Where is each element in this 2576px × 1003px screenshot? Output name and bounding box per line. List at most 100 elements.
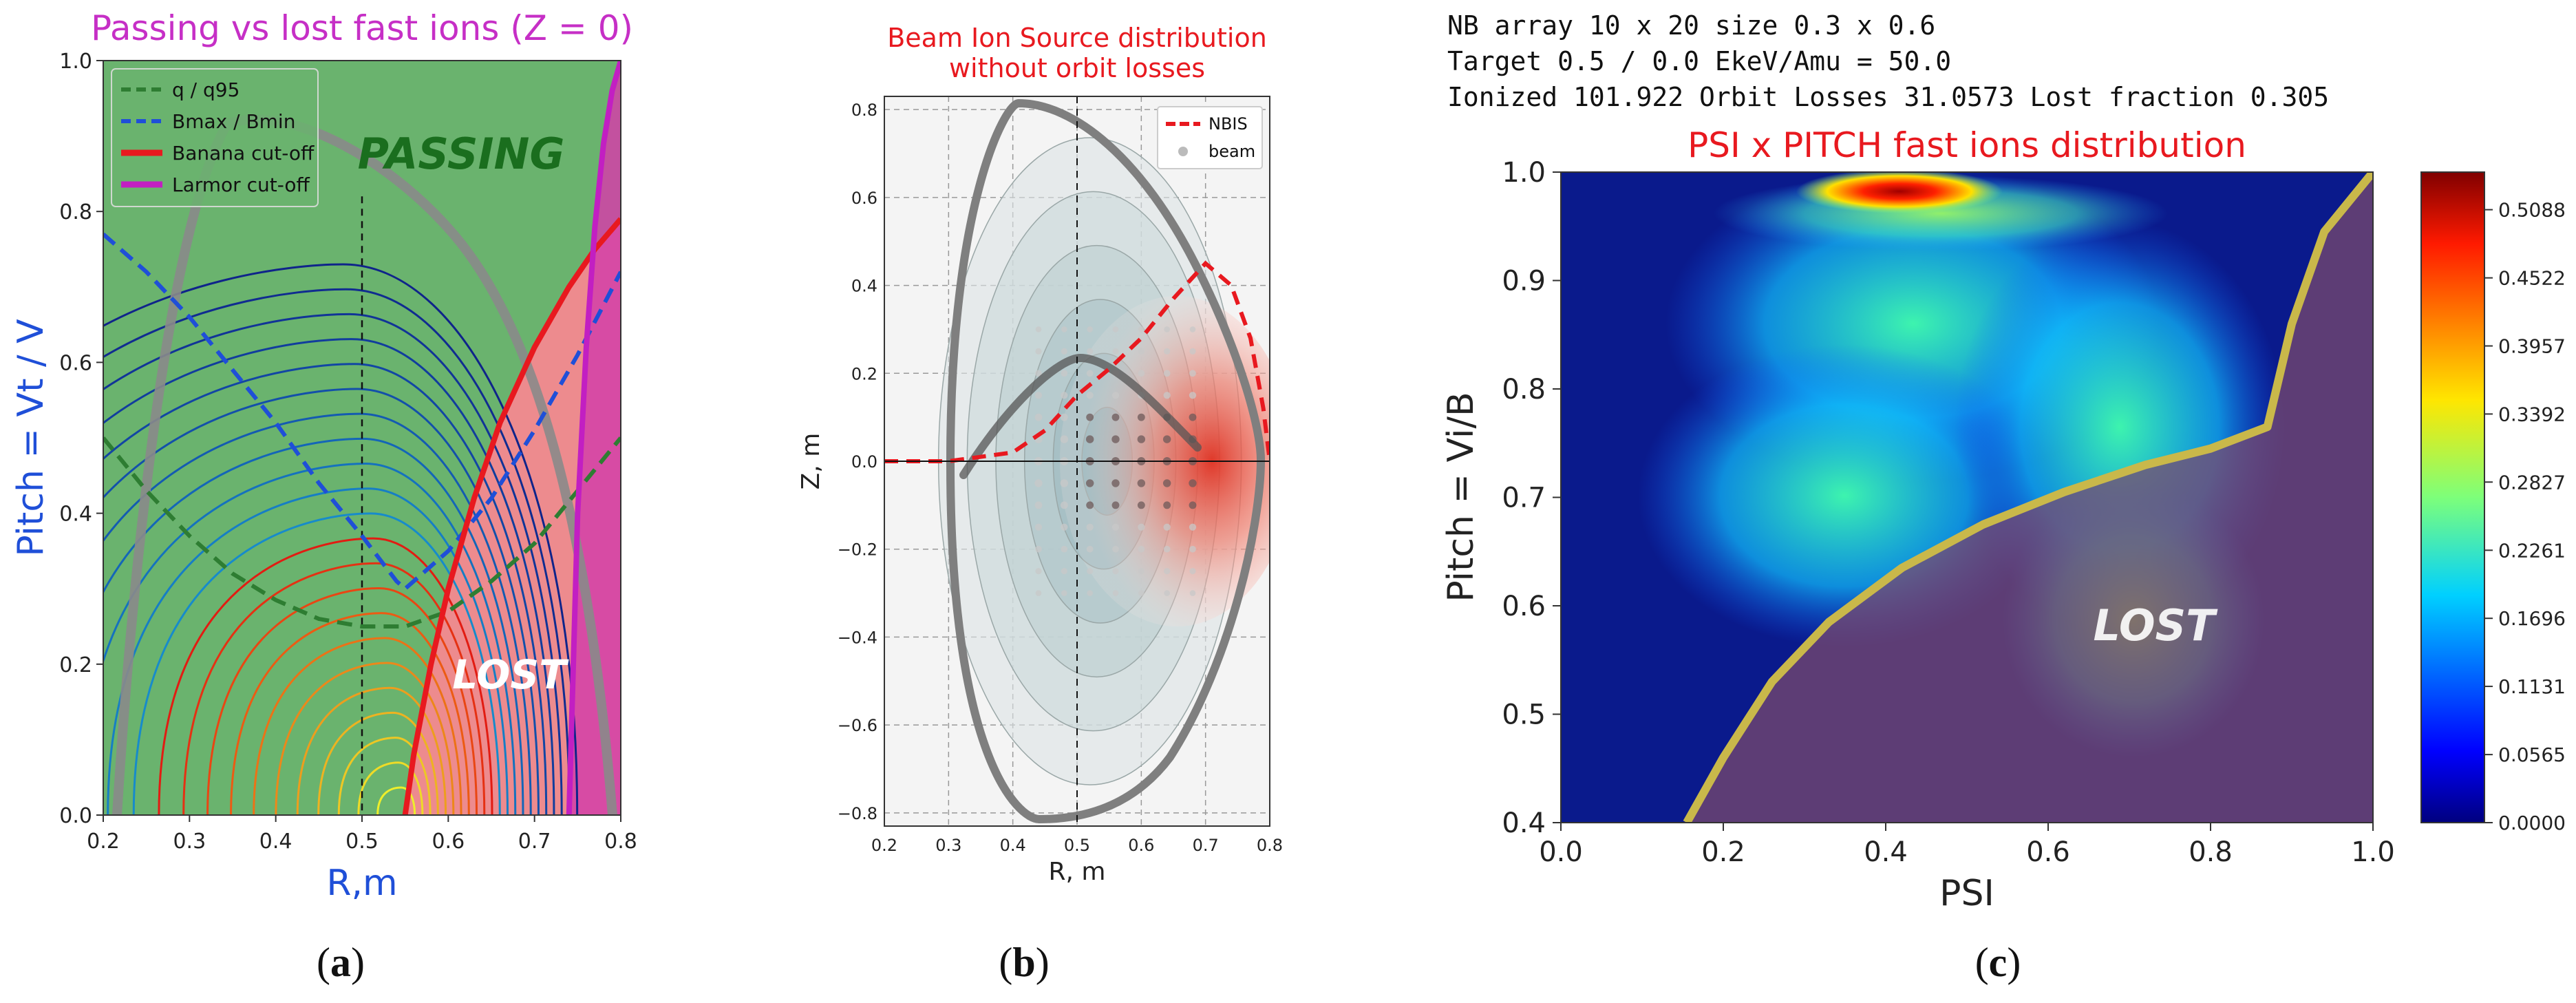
beam-point: [1035, 326, 1042, 332]
beam-point: [1137, 413, 1145, 421]
beam-point: [1061, 370, 1068, 377]
series-line-0: [103, 436, 621, 629]
beam-point: [1086, 392, 1094, 399]
y-tick-label: 0.8: [851, 101, 877, 120]
panel-label-c: (c): [1975, 940, 2021, 985]
y-tick-label: −0.6: [838, 716, 877, 735]
y-tick-label: 0.5: [1502, 699, 1546, 731]
beam-point: [1189, 523, 1197, 531]
panel-c-ticks: 0.0 0.2 0.4 0.6 0.8 1.0 0.4 0.5 0.6 0.7 0.8 0.9 1.0: [1502, 157, 2394, 868]
orbit-contour: [103, 313, 563, 815]
panel-label-b: (b): [999, 940, 1049, 985]
y-tick-label: 0.8: [59, 200, 92, 224]
beam-point: [1138, 326, 1145, 332]
orbit-contour: [103, 263, 579, 815]
panel-c-ylabel: Pitch = Vi/B: [1440, 392, 1482, 602]
beam-point: [1060, 501, 1068, 509]
beam-point: [1163, 392, 1171, 399]
y-tick-label: 0.4: [851, 277, 877, 296]
colorbar-ticks: 0.0000 0.0565 0.1131 0.1696 0.2261 0.2827 0.33…: [2484, 199, 2566, 834]
beam-point: [1086, 370, 1094, 377]
beam-point: [1138, 545, 1145, 553]
beam-point: [1112, 348, 1119, 355]
beam-point: [1164, 590, 1170, 596]
colorbar-tick-label: 0.2261: [2498, 539, 2566, 562]
beam-point: [1087, 348, 1094, 355]
orbit-contour: [132, 512, 501, 815]
x-tick-label: 0.2: [87, 830, 120, 854]
beam-point: [1061, 545, 1068, 553]
beam-point: [1163, 501, 1171, 509]
beam-point: [1189, 545, 1196, 553]
beam-point: [1034, 413, 1043, 421]
beam-point: [1189, 392, 1197, 399]
y-tick-label: −0.8: [838, 804, 877, 823]
x-tick-label: 1.0: [2351, 836, 2395, 868]
heat-peak: [1796, 172, 2003, 213]
y-tick-label: −0.4: [838, 628, 877, 647]
panel-c-title: PSI x PITCH fast ions distribution: [1688, 125, 2246, 165]
y-tick-label: −0.2: [838, 540, 877, 560]
legend-entry: NBIS: [1209, 114, 1248, 134]
beam-point: [1034, 479, 1043, 487]
x-tick-label: 0.7: [1193, 836, 1219, 855]
panel-b-series: [884, 96, 1270, 826]
beam-point: [1111, 501, 1120, 509]
panel-b-frame: [884, 96, 1270, 827]
beam-point: [1034, 392, 1043, 399]
beam-point: [1138, 523, 1145, 531]
legend-swatch: [1178, 147, 1188, 156]
panel-b-xlabel: R, m: [1049, 858, 1106, 886]
panel-c-chart: NB array 10 x 20 size 0.3 x 0.6 Target 0…: [1440, 10, 2566, 914]
region-label-lost-c: LOST: [2094, 600, 2219, 651]
colorbar-tick-label: 0.0565: [2498, 743, 2566, 766]
x-tick-label: 0.7: [518, 830, 551, 854]
beam-point: [1112, 326, 1119, 332]
beam-point: [1189, 413, 1197, 421]
orbit-contour: [158, 537, 493, 815]
beam-point: [1060, 479, 1069, 487]
y-tick-label: 0.8: [1502, 374, 1546, 405]
beam-point: [1138, 590, 1145, 596]
y-tick-label: 1.0: [59, 50, 92, 74]
beam-point: [1138, 568, 1145, 575]
beam-point: [1111, 435, 1120, 443]
orbit-contour: [253, 637, 462, 815]
series-line-3: [566, 61, 621, 815]
panel-a-chart: 0.2 0.3 0.4 0.5 0.6 0.7 0.80.00.20.40.60.81.0 …: [10, 8, 637, 904]
legend-box: [111, 68, 319, 207]
region-label-passing: PASSING: [358, 129, 565, 179]
beam-point: [1034, 523, 1043, 531]
panel-a-ticks: 0.2 0.3 0.4 0.5 0.6 0.7 0.80.00.20.40.60.81.0: [59, 50, 637, 854]
beam-point: [1061, 326, 1067, 332]
colorbar-tick-label: 0.3392: [2498, 403, 2566, 425]
beam-point: [1162, 435, 1171, 443]
orbit-contour: [376, 786, 416, 815]
orbit-contour: [182, 562, 486, 815]
beam-point: [1111, 479, 1120, 487]
colorbar-tick-label: 0.0000: [2498, 812, 2566, 834]
colorbar-tick-label: 0.5088: [2498, 199, 2566, 222]
orbit-contour: [275, 662, 455, 815]
panel-label-a: (a): [317, 940, 365, 985]
beam-point: [1164, 326, 1170, 332]
orbit-contour: [296, 686, 447, 815]
x-tick-label: 0.3: [935, 836, 961, 855]
x-tick-label: 0.3: [173, 830, 206, 854]
orbit-contour: [103, 412, 532, 815]
lost-region-fill: [405, 219, 621, 815]
beam-point: [1086, 545, 1094, 553]
beam-point: [1060, 413, 1068, 421]
panel-a-xlabel: R,m: [326, 863, 397, 904]
y-tick-label: 0.4: [59, 503, 92, 527]
beam-point: [1111, 413, 1120, 421]
series-line-nbis: [884, 260, 1270, 463]
x-tick-label: 0.4: [259, 830, 292, 854]
y-tick-label: 0.4: [1502, 807, 1546, 839]
beam-point: [1086, 413, 1094, 421]
beam-point: [1137, 479, 1146, 487]
beam-point: [1189, 370, 1196, 377]
header-line: Ionized 101.922 Orbit Losses 31.0573 Los…: [1447, 82, 2329, 112]
beam-point: [1085, 479, 1094, 487]
y-tick-label: 0.0: [851, 452, 877, 472]
